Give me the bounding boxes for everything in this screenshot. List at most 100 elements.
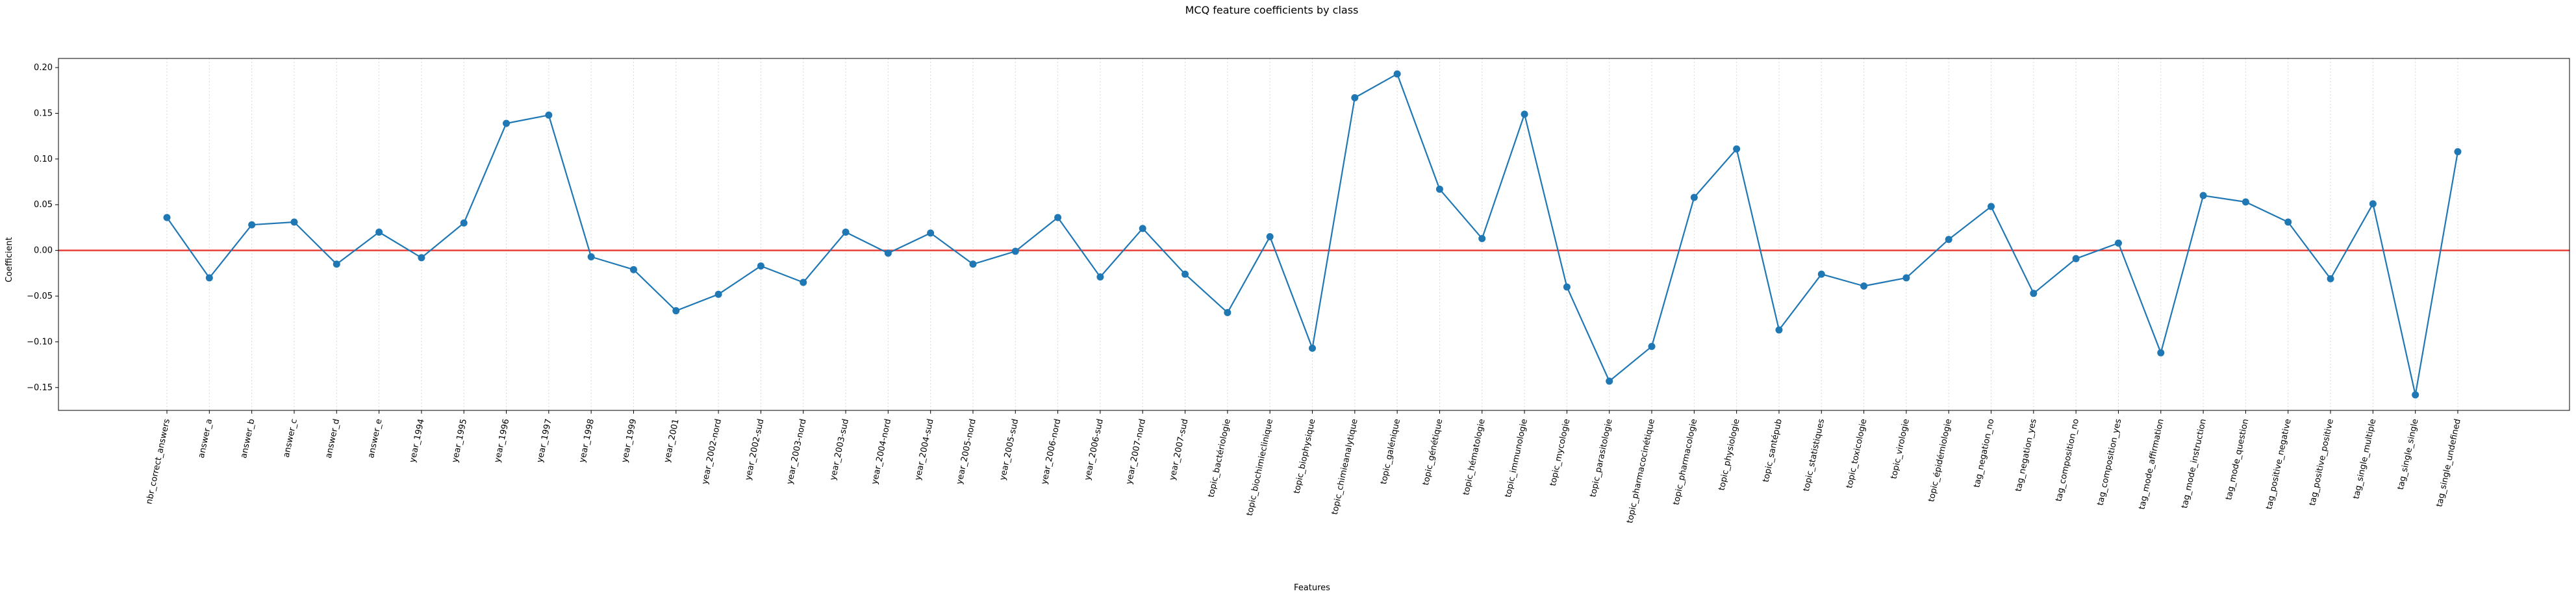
x-tick-label: tag_negation_yes [2014,418,2038,492]
x-axis-label: Features [1294,583,1330,593]
x-tick-label: year_1995 [450,418,469,464]
data-point [884,249,892,257]
data-point [1563,283,1571,291]
x-tick-label: topic_mycologie [1548,418,1572,487]
x-tick-label: tag_single_undefined [2435,418,2463,508]
data-point [714,290,722,298]
data-point [1817,270,1825,278]
x-tick-label: year_2007-nord [1124,418,1148,486]
x-tick-label: tag_mode_instruction [2180,418,2208,510]
x-tick-label: year_1994 [408,418,427,464]
x-axis: nbr_correct_answers answer_a answer_b answe… [144,410,2463,524]
data-point [757,262,764,270]
x-tick-label: topic_galénique [1379,418,1402,486]
y-tick-label: 0.15 [34,108,53,118]
x-tick-label: tag_negation_no [1972,418,1996,489]
data-point [1733,145,1741,153]
y-tick-label: 0.10 [34,155,53,164]
data-point [1775,326,1783,334]
data-point [1351,94,1359,102]
x-tick-label: year_2003-sud [828,418,851,482]
data-point [1011,247,1019,255]
data-point [1139,225,1146,232]
data-point [1096,273,1104,281]
x-tick-label: topic_santépub [1762,418,1784,483]
x-tick-label: year_2007-sud [1168,418,1191,482]
data-point [1521,110,1528,118]
y-tick-label: 0.05 [34,200,53,210]
x-tick-label: topic_pharmacocinétique [1625,418,1657,525]
x-tick-label: tag_single_single [2396,418,2421,491]
data-point [1224,308,1231,316]
x-tick-label: nbr_correct_answers [144,418,172,505]
x-tick-label: year_2001 [663,418,681,464]
data-point [205,274,213,282]
data-point [333,260,340,268]
data-point [2327,275,2334,282]
y-axis-label: Coefficient [5,237,14,282]
x-tick-label: answer_e [366,418,384,459]
x-tick-label: year_2002-sud [744,418,766,482]
data-point [248,221,256,229]
data-point [460,219,468,227]
data-point [1266,233,1274,241]
x-tick-label: topic_épidémiologie [1926,418,1954,503]
data-point [1309,344,1316,352]
x-tick-label: year_1996 [492,418,511,464]
x-tick-label: year_2006-nord [1039,418,1063,486]
x-tick-label: tag_composition_yes [2095,418,2123,506]
x-tick-label: topic_hématologie [1461,418,1487,496]
data-point [1945,236,1952,244]
x-tick-label: topic_parasitologie [1588,418,1614,498]
y-tick-label: −0.05 [27,292,53,301]
x-tick-label: topic_immunologie [1504,418,1530,499]
x-tick-label: answer_b [239,418,257,459]
x-tick-label: topic_chimieanalytique [1330,418,1360,516]
x-tick-label: tag_positive_positive [2308,418,2336,506]
x-tick-label: year_2004-nord [870,418,893,486]
data-point [2114,239,2122,247]
x-tick-label: topic_virologie [1889,418,1912,480]
x-tick-label: year_2002-nord [700,418,724,486]
data-point [2030,290,2038,297]
y-axis: −0.15 −0.10 −0.05 0.00 0.05 0.10 0.15 0.20 [27,63,58,393]
data-point [1435,185,1443,193]
x-tick-label: topic_bactériologie [1206,418,1232,499]
y-tick-label: 0.00 [34,246,53,256]
x-tick-label: topic_toxicologie [1845,418,1869,490]
data-point [2072,255,2080,262]
x-tick-label: year_2005-nord [955,418,978,486]
data-point [1478,234,1486,242]
data-point [1648,342,1656,350]
x-tick-label: topic_physiologie [1717,418,1741,492]
x-tick-label: year_2003-nord [785,418,809,486]
x-tick-label: tag_mode_question [2224,418,2251,501]
x-tick-label: topic_génétique [1421,418,1445,486]
x-tick-label: tag_positive_negative [2264,418,2293,510]
data-point [969,260,977,268]
chart-title: MCQ feature coefficients by class [1185,4,1359,16]
x-tick-label: year_1997 [535,418,554,464]
x-tick-label: tag_composition_no [2054,418,2081,503]
x-tick-label: answer_d [324,418,342,459]
data-point [2284,218,2292,226]
grid-layer [166,58,2458,410]
x-tick-label: year_2006-sud [1083,418,1105,482]
x-tick-label: topic_biochimieclinique [1245,418,1275,517]
plot-frame [58,58,2570,411]
x-tick-label: topic_statistiques [1802,418,1826,492]
data-point [800,279,807,286]
x-tick-label: answer_a [197,418,214,459]
data-point [587,253,595,260]
x-tick-label: year_2004-sud [913,418,936,482]
data-point [2157,349,2165,356]
data-point [1902,274,1910,282]
data-point [2199,192,2207,199]
x-tick-label: answer_c [282,418,299,458]
data-point [927,229,935,237]
x-tick-label: topic_pharmacologie [1671,418,1699,506]
series-layer [163,70,2462,399]
data-point [1181,270,1189,278]
